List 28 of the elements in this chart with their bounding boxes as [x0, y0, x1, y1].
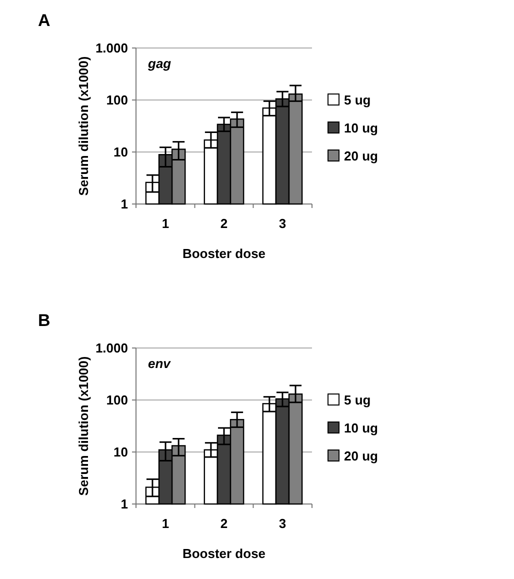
annotation: env [148, 356, 172, 371]
y-tick-label: 1 [120, 196, 128, 212]
y-tick-label: 100 [106, 392, 128, 408]
x-axis-title: Booster dose [182, 546, 266, 561]
legend-label: 5 ug [344, 392, 371, 408]
x-tick-label: 1 [162, 516, 170, 531]
x-tick-label: 2 [220, 516, 228, 531]
y-axis-title: Serum dilution (x1000) [76, 56, 91, 196]
y-axis-title: Serum dilution (x1000) [76, 356, 91, 496]
x-axis-title: Booster dose [182, 246, 266, 261]
y-tick-label: 1.000 [95, 40, 128, 56]
annotation: gag [147, 56, 172, 71]
x-tick-label: 3 [278, 216, 286, 231]
x-tick-label: 3 [278, 516, 286, 531]
legend-label: 10 ug [344, 420, 378, 436]
legend-label: 20 ug [344, 148, 378, 164]
legend-label: 10 ug [344, 120, 378, 136]
y-tick-label: 10 [114, 444, 128, 460]
y-tick-label: 1.000 [95, 340, 128, 356]
x-tick-label: 2 [220, 216, 228, 231]
x-tick-label: 1 [162, 216, 170, 231]
y-tick-label: 1 [120, 496, 128, 512]
legend-label: 5 ug [344, 92, 371, 108]
chart-title: B [38, 311, 50, 330]
y-tick-label: 100 [106, 92, 128, 108]
chart-title: A [38, 11, 50, 30]
y-tick-label: 10 [114, 144, 128, 160]
legend-label: 20 ug [344, 448, 378, 464]
